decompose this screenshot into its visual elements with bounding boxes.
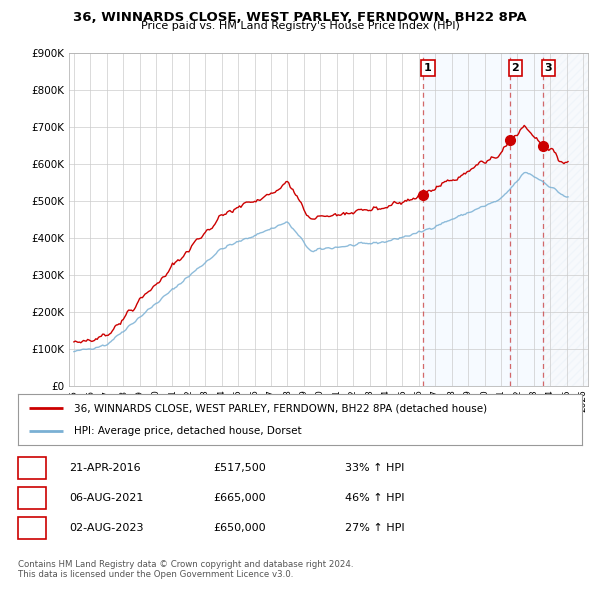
Bar <box>511 53 544 386</box>
Text: £650,000: £650,000 <box>213 523 266 533</box>
Text: £665,000: £665,000 <box>213 493 266 503</box>
Text: 36, WINNARDS CLOSE, WEST PARLEY, FERNDOWN, BH22 8PA: 36, WINNARDS CLOSE, WEST PARLEY, FERNDOW… <box>73 11 527 24</box>
Text: 36, WINNARDS CLOSE, WEST PARLEY, FERNDOWN, BH22 8PA (detached house): 36, WINNARDS CLOSE, WEST PARLEY, FERNDOW… <box>74 403 488 413</box>
Text: 33% ↑ HPI: 33% ↑ HPI <box>345 463 404 473</box>
Bar <box>423 53 511 386</box>
Bar <box>544 53 588 386</box>
Text: HPI: Average price, detached house, Dorset: HPI: Average price, detached house, Dors… <box>74 426 302 436</box>
Text: 1: 1 <box>28 463 35 473</box>
Text: 27% ↑ HPI: 27% ↑ HPI <box>345 523 404 533</box>
Text: 21-APR-2016: 21-APR-2016 <box>69 463 140 473</box>
Text: 2: 2 <box>28 493 35 503</box>
Text: 3: 3 <box>28 523 35 533</box>
Text: £517,500: £517,500 <box>213 463 266 473</box>
Text: 2: 2 <box>512 63 519 73</box>
Text: Contains HM Land Registry data © Crown copyright and database right 2024.
This d: Contains HM Land Registry data © Crown c… <box>18 560 353 579</box>
Text: 46% ↑ HPI: 46% ↑ HPI <box>345 493 404 503</box>
Text: 3: 3 <box>544 63 552 73</box>
Text: 02-AUG-2023: 02-AUG-2023 <box>69 523 143 533</box>
Text: 06-AUG-2021: 06-AUG-2021 <box>69 493 143 503</box>
Text: 1: 1 <box>424 63 432 73</box>
Text: Price paid vs. HM Land Registry's House Price Index (HPI): Price paid vs. HM Land Registry's House … <box>140 21 460 31</box>
